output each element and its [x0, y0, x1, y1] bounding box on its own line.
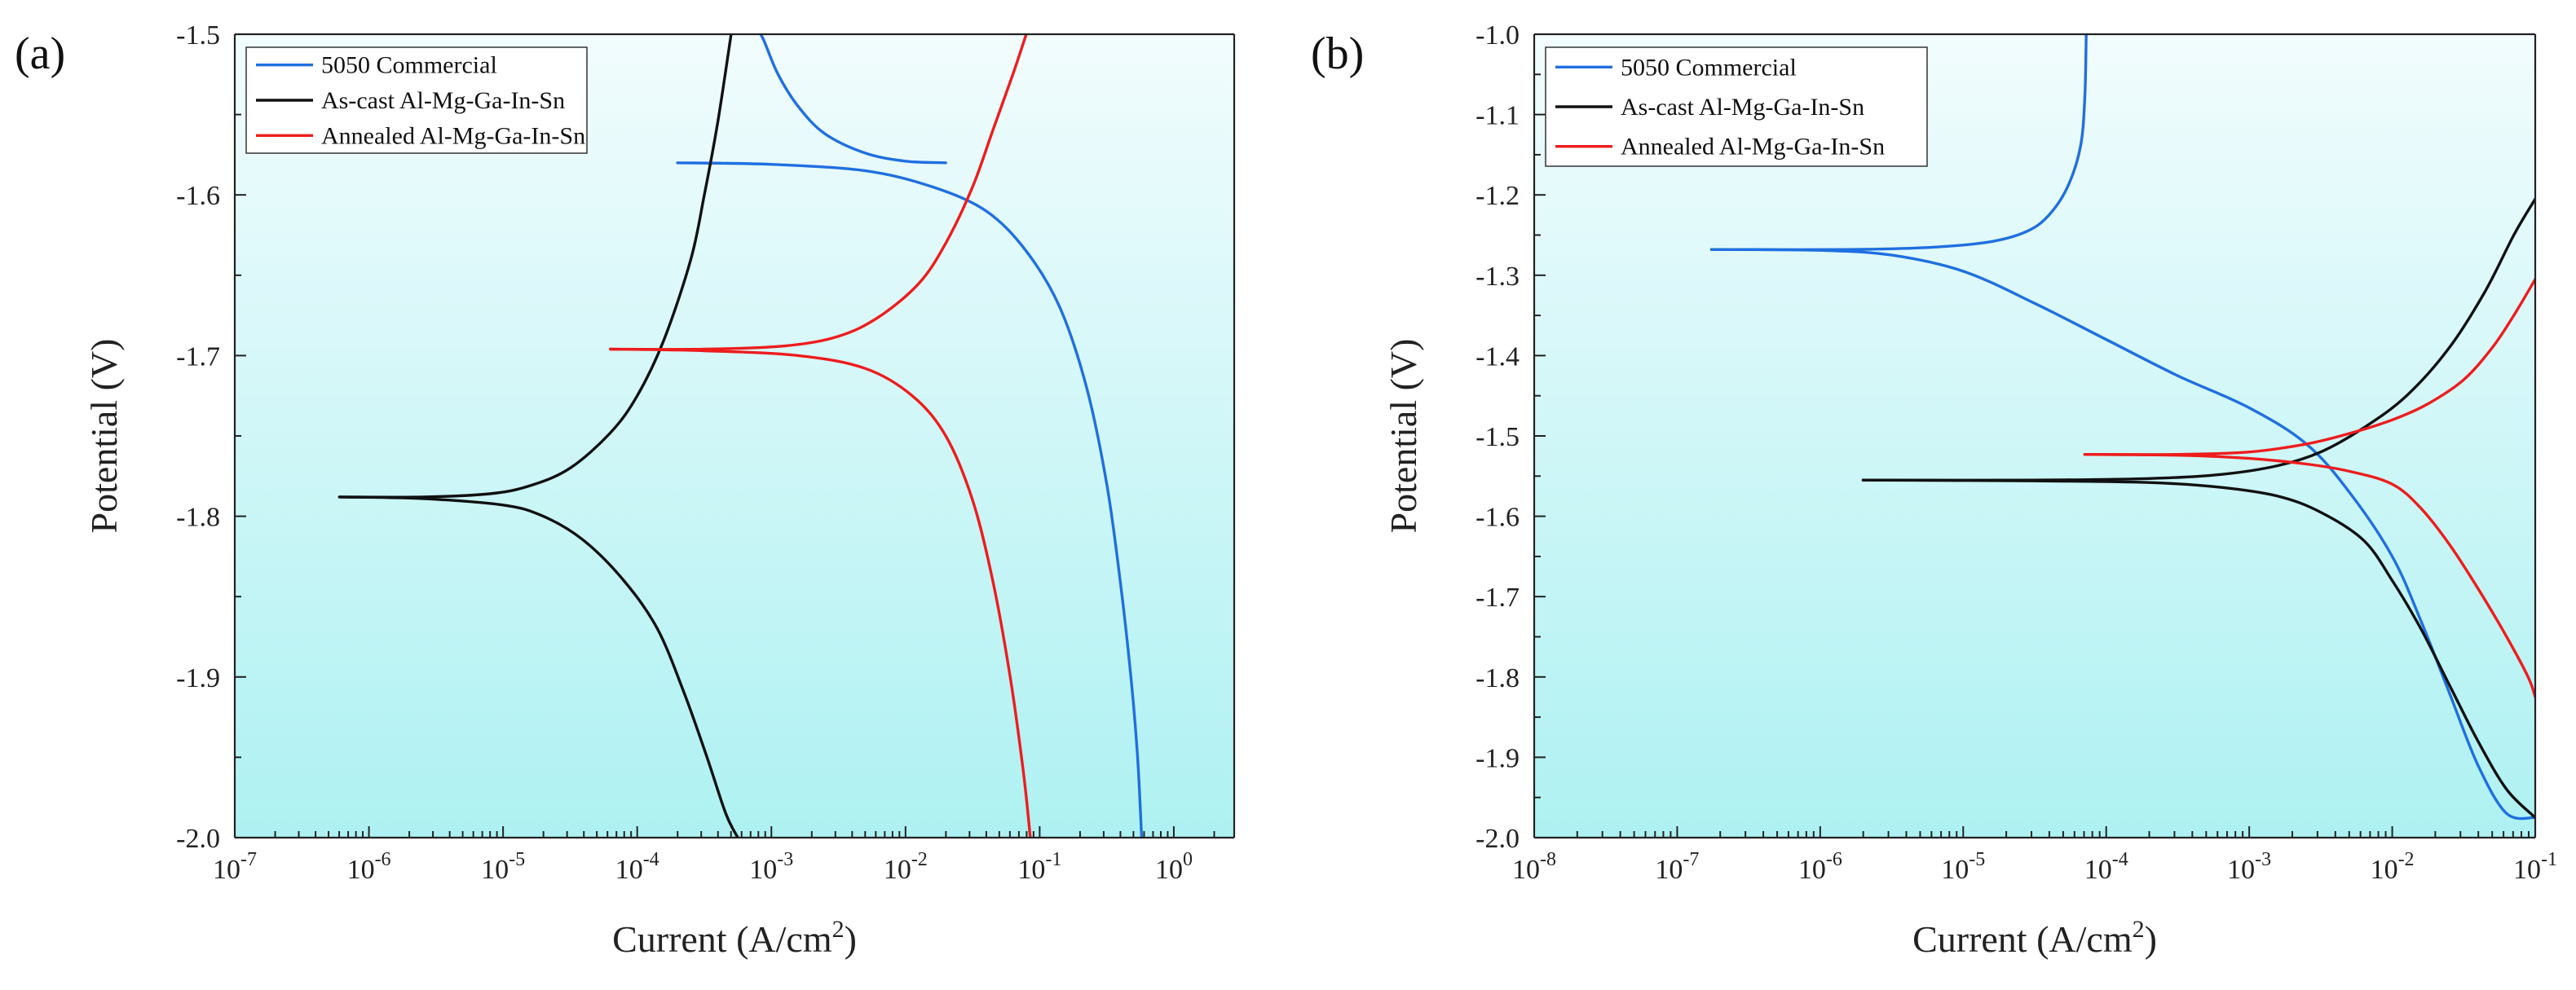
series-line-as-cast-3: [1861, 478, 2535, 820]
y-tick-label: -1.6: [1475, 503, 1520, 533]
series-line-commercial-1: [1709, 248, 2535, 821]
x-tick-label: 10-2: [2371, 849, 2415, 885]
x-tick-label: 10-2: [884, 849, 928, 885]
y-tick-label: -1.4: [1475, 341, 1520, 372]
x-tick-label: 10-3: [2227, 849, 2271, 885]
y-tick-label: -1.8: [1475, 663, 1520, 693]
y-tick-label: -1.7: [176, 341, 220, 372]
y-axis-title: Potential (V): [83, 339, 125, 534]
legend: 5050 Commercial As-cast Al-Mg-Ga-In-Sn Ann…: [245, 46, 588, 154]
x-tick-label: 10-7: [1655, 849, 1699, 885]
series-line-annealed-4: [2083, 278, 2535, 456]
y-tick-label: -1.0: [1475, 20, 1520, 51]
series-line-annealed-5: [609, 347, 1032, 838]
curves: [337, 34, 1144, 838]
x-axis-title: Current (A/cm2): [612, 916, 857, 960]
x-tick-label: 10-4: [2084, 849, 2128, 885]
y-tick-label: -1.2: [1475, 181, 1520, 211]
x-tick-label: 100: [1155, 849, 1193, 885]
series-line-commercial-0: [1709, 34, 2088, 252]
legend-label: As-cast Al-Mg-Ga-In-Sn: [1621, 94, 1864, 121]
panel-label: (b): [1311, 29, 1364, 79]
legend-label: Annealed Al-Mg-Ga-In-Sn: [1621, 134, 1885, 161]
series-line-as-cast-2: [1861, 197, 2535, 482]
x-tick-label: 10-7: [213, 849, 257, 885]
x-tick-label: 10-6: [347, 849, 391, 885]
legend: 5050 Commercial As-cast Al-Mg-Ga-In-Sn Ann…: [1545, 46, 1928, 167]
series-line-annealed-4: [609, 34, 1028, 351]
y-axis-title: Potential (V): [1383, 339, 1424, 534]
legend-label: Annealed Al-Mg-Ga-In-Sn: [321, 122, 585, 149]
y-tick-label: -1.5: [176, 20, 220, 51]
x-tick-label: 10-3: [749, 849, 793, 885]
y-tick-label: -1.7: [1475, 583, 1520, 613]
plot-area: [235, 34, 1234, 838]
legend-label: 5050 Commercial: [1621, 54, 1797, 81]
y-tick-label: -1.5: [1475, 422, 1520, 452]
x-tick-label: 10-5: [481, 849, 525, 885]
series-line-commercial-1: [676, 161, 1144, 838]
series-line-commercial-0: [759, 34, 947, 165]
x-tick-label: 10-6: [1798, 849, 1842, 885]
y-tick-label: -2.0: [1475, 824, 1520, 854]
series-line-as-cast-2: [337, 34, 733, 499]
y-tick-label: -1.9: [1475, 743, 1520, 773]
x-tick-label: 10-4: [615, 849, 659, 885]
y-tick-label: -2.0: [176, 824, 220, 854]
legend-label: As-cast Al-Mg-Ga-In-Sn: [321, 87, 565, 114]
x-axis-title: Current (A/cm2): [1912, 916, 2157, 960]
y-tick-label: -1.9: [176, 663, 220, 693]
panel-label: (a): [15, 29, 65, 79]
legend-label: 5050 Commercial: [321, 52, 497, 79]
chart-a: 10-7 10-6 10-5 10-4 10-3 10-2 10-1 100 -2.0 -1.9 -…: [15, 20, 1236, 960]
y-tick-label: -1.6: [176, 181, 220, 211]
y-tick-label: -1.3: [1475, 262, 1520, 292]
x-tick-label: 10-8: [1512, 849, 1556, 885]
chart-b: 10-8 10-7 10-6 10-5 10-4 10-3 10-2 10-1 -2.0 -1.9…: [1311, 20, 2557, 960]
series-line-annealed-5: [2083, 453, 2535, 699]
y-tick-label: -1.8: [176, 503, 220, 533]
curves: [1709, 34, 2535, 821]
series-line-as-cast-3: [337, 495, 739, 838]
y-tick-label: -1.1: [1475, 101, 1520, 131]
x-tick-label: 10-1: [1017, 849, 1061, 885]
x-tick-label: 10-1: [2513, 849, 2557, 885]
x-tick-label: 10-5: [1941, 849, 1985, 885]
plot-area: [1534, 34, 2535, 838]
